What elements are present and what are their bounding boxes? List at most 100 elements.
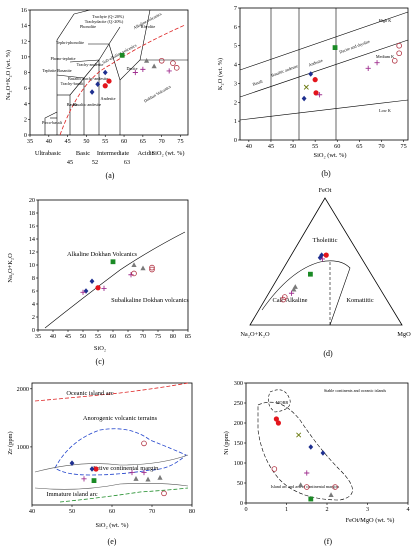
panel-d-triangle [249, 197, 403, 326]
y-tick-label: 50 [237, 480, 243, 487]
panel-e-xticks: 40 50 60 70 80 [29, 505, 195, 515]
data-point-olive-x [296, 432, 302, 438]
y-tick-label: 14 [29, 236, 35, 243]
data-point-purple-plus [166, 68, 172, 74]
panel-f-ni-feot: Stable continents and oceanic islands MOR… [223, 380, 410, 546]
field-label: Phonolite [80, 24, 96, 29]
data-point-red-circle [313, 90, 319, 96]
data-point-green-square [308, 271, 313, 277]
y-tick-label: 14 [21, 23, 27, 30]
y-tick-label: 4 [32, 301, 35, 308]
panel-a-xlabel: SiO₂ (wt. %) [152, 150, 185, 157]
x-tick-label: 75 [177, 138, 183, 145]
x-tick-label: 40 [50, 333, 56, 340]
field-label: Calc Alkaline [273, 297, 308, 304]
data-point-purple-plus [132, 69, 138, 76]
panel-c-caption: (c) [96, 357, 105, 366]
data-point-gray-triangle [328, 492, 334, 497]
data-point-blue-diamond [95, 81, 101, 88]
apex-feot: FeOt [319, 187, 332, 194]
panel-e-frame [31, 382, 193, 506]
x-tick-label: 0 [244, 506, 247, 513]
x-tick-label: 45 [268, 143, 274, 150]
data-point-purple-plus [365, 65, 371, 71]
data-point-open-circle [173, 65, 180, 71]
data-point-blue-diamond [308, 71, 314, 77]
field-label: Dacite [127, 66, 138, 71]
x-tick-label: 85 [185, 333, 191, 340]
panel-d-caption: (d) [323, 349, 333, 358]
panel-f-yticks: 0 50 100 150 200 250 300 [234, 380, 246, 507]
data-point-open-circle [131, 270, 137, 277]
y-tick-label: 250 [234, 400, 243, 407]
panel-d-afm-ternary: Tholeiitic Calc Alkaline Komatiitic FeOt N… [240, 187, 411, 358]
panel-f-morb-field [268, 389, 291, 413]
panel-f-arc-field [257, 401, 353, 501]
panel-a-ylabel: Na₂O+K₂O (wt. %) [5, 50, 12, 100]
field-label: Trachydacite (Q>20%) [85, 19, 124, 24]
x-tick-label: 4 [406, 506, 409, 513]
data-point-purple-plus [80, 289, 86, 295]
data-point-open-circle [396, 50, 402, 57]
panel-e-anorogenic-field [54, 428, 187, 476]
field-label: Basaltic trachy-andesite [68, 76, 108, 81]
x-tick-label: 40 [246, 143, 252, 150]
data-point-open-circle [149, 264, 155, 271]
field-label: Subalkaline Dokhan volcanics [111, 297, 189, 304]
x-tick-label: 50 [290, 143, 296, 150]
y-tick-label: 6 [234, 24, 237, 31]
panel-c-points [80, 259, 155, 295]
panel-b-yticks: 0 1 2 3 4 5 6 7 [234, 5, 240, 144]
panel-d-points [280, 252, 329, 303]
data-point-red-circle [312, 77, 318, 83]
data-point-open-circle [271, 466, 278, 472]
panel-e-oceanic-arc-field [34, 382, 189, 402]
data-point-red-circle [323, 252, 329, 258]
data-point-gray-triangle [157, 474, 163, 480]
field-label: Basalt [67, 102, 78, 107]
field-label: Tephri-phonolite [56, 40, 84, 45]
data-point-gray-triangle [291, 286, 297, 292]
y-tick-label: 3 [234, 80, 237, 87]
data-point-blue-diamond [320, 450, 326, 456]
y-tick-label: 4 [234, 62, 237, 69]
data-point-purple-plus [128, 272, 134, 278]
x-tick-label: 55 [312, 143, 318, 150]
field-label: Basaltic andesite [270, 63, 298, 77]
panel-c-field-labels: Alkaline Dokhan Volcanics Subalkaline Dok… [67, 251, 189, 304]
x-tick-label: 70 [149, 508, 155, 515]
y-tick-label: 8 [24, 70, 27, 77]
field-label: Basaltic andesite [73, 102, 101, 107]
panel-c-ylabel: Na₂O+K₂O [7, 253, 14, 283]
field-label: Rhyolite [141, 24, 156, 29]
x-tick-label: 60 [109, 508, 115, 515]
y-tick-label: 2 [32, 314, 35, 321]
data-point-open-circle [391, 57, 398, 64]
panel-b-xticks: 40 45 50 55 60 65 70 75 [246, 140, 407, 150]
panel-e-caption: (e) [108, 537, 117, 546]
x-tick-label: 80 [189, 508, 195, 515]
panel-e-xlabel: SiO₂ (wt. %) [96, 522, 129, 529]
panel-a-alkaline-divide [59, 24, 186, 136]
data-point-purple-plus [129, 469, 135, 476]
panel-e-yticks: 1000 2000 [17, 386, 32, 451]
label-basic: Basic [76, 150, 90, 157]
panel-e-immature-arc-field [59, 487, 189, 503]
field-label: Tholeiitic [313, 237, 338, 244]
x-tick-label: 50 [69, 508, 75, 515]
data-point-gray-triangle [131, 262, 137, 267]
data-point-red-circle [273, 416, 279, 422]
y-tick-label: 8 [32, 275, 35, 282]
y-tick-label: 150 [234, 440, 243, 447]
y-tick-label: 7 [234, 5, 237, 12]
y-tick-label: 0 [234, 137, 237, 144]
panel-e-ylabel: Zr (ppm) [7, 431, 14, 454]
panel-e-continental-margin-lower [34, 483, 189, 490]
data-point-open-circle [332, 484, 338, 490]
panel-a-caption: (a) [106, 171, 115, 180]
y-tick-label: 300 [234, 380, 243, 387]
data-point-purple-plus [101, 285, 107, 291]
y-tick-label: 6 [32, 288, 35, 295]
y-tick-label: 2 [234, 99, 237, 106]
y-tick-label: 0 [240, 500, 243, 507]
